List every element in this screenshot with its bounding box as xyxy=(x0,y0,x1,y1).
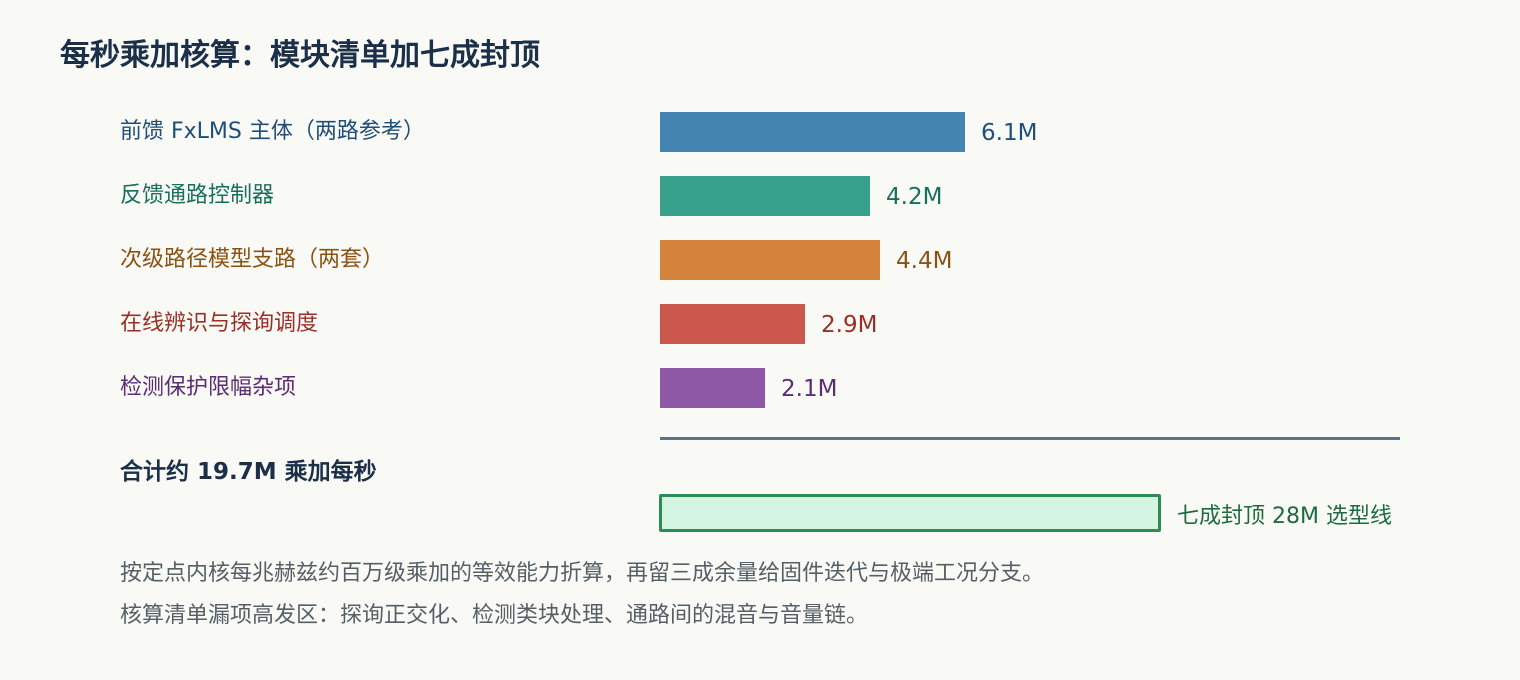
bar-value-label: 6.1M xyxy=(981,120,1038,146)
bar xyxy=(660,304,805,344)
chart-title: 每秒乘加核算：模块清单加七成封顶 xyxy=(60,38,540,73)
bar xyxy=(660,112,965,152)
category-label: 前馈 FxLMS 主体（两路参考） xyxy=(120,119,425,144)
note-line-1: 按定点内核每兆赫兹约百万级乘加的等效能力折算，再留三成余量给固件迭代与极端工况分… xyxy=(120,561,1045,586)
category-label: 检测保护限幅杂项 xyxy=(120,375,297,400)
total-label: 合计约 19.7M 乘加每秒 xyxy=(120,459,377,485)
bar-value-label: 4.2M xyxy=(886,184,943,210)
total-divider-line xyxy=(660,437,1400,440)
category-label: 在线辨识与探询调度 xyxy=(120,311,319,336)
bar xyxy=(660,368,765,408)
bar-value-label: 2.9M xyxy=(821,312,878,338)
bar-value-label: 2.1M xyxy=(781,376,838,402)
bar-value-label: 4.4M xyxy=(896,248,953,274)
category-label: 反馈通路控制器 xyxy=(120,183,275,208)
cap-reference-label: 七成封顶 28M 选型线 xyxy=(1177,504,1392,529)
category-label: 次级路径模型支路（两套） xyxy=(120,247,385,272)
note-line-2: 核算清单漏项高发区：探询正交化、检测类块处理、通路间的混音与音量链。 xyxy=(120,603,869,628)
cap-reference-box xyxy=(659,494,1161,532)
bar xyxy=(660,176,870,216)
bar xyxy=(660,240,880,280)
